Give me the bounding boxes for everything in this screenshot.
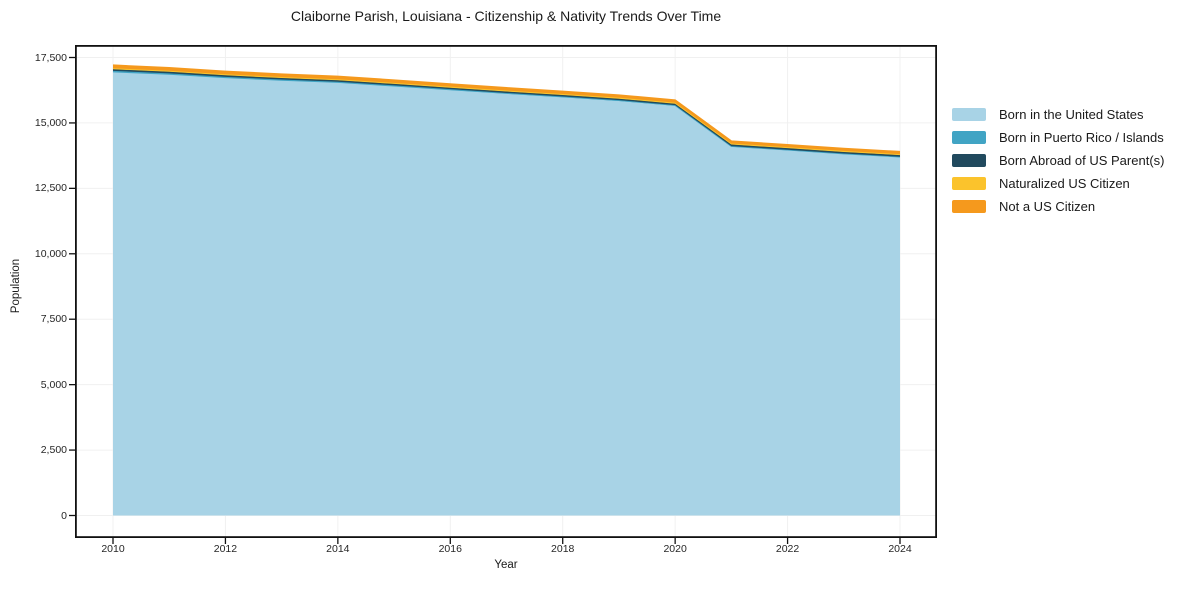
x-axis-tick-label: 2016 — [438, 543, 462, 555]
area-series-edge-4 — [112, 64, 901, 153]
y-axis-tick-label: 5,000 — [40, 378, 67, 391]
legend-swatch — [952, 177, 986, 190]
x-axis-tick-label: 2012 — [213, 543, 238, 555]
y-axis-tick-label: 10,000 — [34, 247, 67, 260]
legend-swatch — [952, 200, 986, 213]
legend-item: Born Abroad of US Parent(s) — [952, 149, 1164, 172]
legend-item: Naturalized US Citizen — [952, 172, 1164, 195]
legend-swatch — [952, 108, 986, 121]
legend-swatch — [952, 154, 986, 167]
y-axis-tick-label: 15,000 — [34, 116, 67, 129]
x-axis-tick-label: 2014 — [326, 543, 350, 555]
y-axis-tick-label: 12,500 — [34, 182, 67, 195]
y-axis-tick-label: 7,500 — [40, 313, 67, 326]
y-axis-tick-label: 2,500 — [40, 444, 67, 457]
y-axis-tick-label: 17,500 — [34, 51, 67, 64]
area-series-0 — [113, 72, 900, 516]
legend-swatch — [952, 131, 986, 144]
x-axis-tick-label: 2018 — [551, 543, 575, 555]
legend-label: Born in the United States — [999, 107, 1144, 122]
legend-item: Not a US Citizen — [952, 195, 1164, 218]
legend-label: Naturalized US Citizen — [999, 176, 1130, 191]
plot-border — [74, 44, 938, 539]
chart-title: Claiborne Parish, Louisiana - Citizenshi… — [290, 8, 722, 24]
legend-label: Not a US Citizen — [999, 199, 1096, 214]
x-axis-tick-label: 2024 — [888, 543, 912, 555]
x-axis-label: Year — [494, 559, 518, 571]
plot-area — [69, 44, 938, 544]
legend-label: Born in Puerto Rico / Islands — [999, 130, 1164, 145]
legend-item: Born in the United States — [952, 103, 1164, 126]
y-axis-tick-label: 0 — [61, 509, 67, 522]
x-axis-tick-label: 2010 — [101, 543, 125, 555]
legend-item: Born in Puerto Rico / Islands — [952, 126, 1164, 149]
legend: Born in the United States Born in Puerto … — [952, 103, 1164, 218]
legend-label: Born Abroad of US Parent(s) — [999, 153, 1165, 168]
x-axis-tick-label: 2022 — [775, 543, 800, 555]
x-axis-tick-label: 2020 — [663, 543, 687, 555]
y-axis-label: Population — [10, 258, 22, 314]
